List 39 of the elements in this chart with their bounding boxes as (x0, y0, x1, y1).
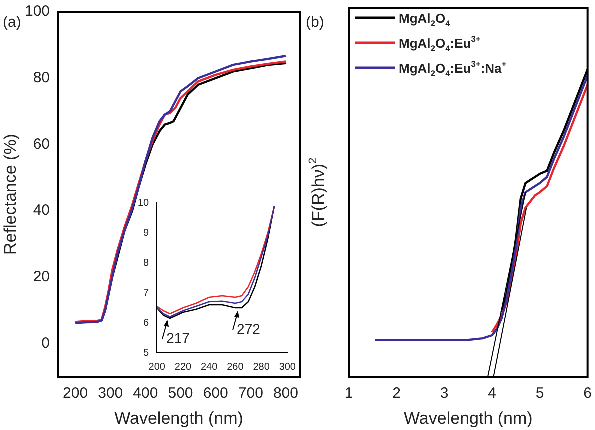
x-tick-label: 2 (392, 385, 401, 402)
x-tick-label: 300 (98, 385, 124, 402)
y-axis-title: Reflectance (%) (1, 134, 20, 255)
x-tick-label: 280 (253, 362, 270, 373)
x-tick-label: 700 (238, 385, 264, 402)
x-tick-label: 600 (203, 385, 228, 402)
y-tick-label: 7 (144, 288, 150, 299)
chart-title: (a) (3, 14, 22, 31)
chart-title: (b) (306, 14, 324, 31)
y-tick-label: 100 (24, 3, 50, 20)
x-tick-label: 3 (440, 385, 449, 402)
x-tick-label: 240 (200, 362, 218, 373)
y-tick-label: 0 (42, 334, 50, 352)
y-tick-label: 60 (33, 136, 50, 153)
annotation: 217 (166, 330, 190, 346)
x-tick-label: 260 (227, 362, 244, 373)
x-tick-label: 220 (174, 362, 192, 373)
x-tick-label: 4 (488, 385, 496, 402)
annotation: 272 (237, 321, 261, 337)
y-axis-title: (F(R)hν)2 (307, 158, 328, 228)
y-tick-label: 5 (144, 348, 150, 359)
x-tick-label: 500 (168, 385, 194, 402)
x-tick-label: 6 (584, 385, 592, 402)
x-tick-label: 1 (344, 385, 354, 402)
x-axis-title: Wavelength (nm) (404, 409, 533, 428)
x-tick-label: 800 (273, 385, 298, 402)
y-tick-label: 20 (33, 268, 50, 286)
x-tick-label: 200 (148, 362, 166, 373)
y-tick-label: 6 (144, 318, 150, 329)
y-tick-label: 10 (138, 198, 150, 209)
x-tick-label: 5 (536, 385, 544, 402)
y-tick-label: 40 (33, 202, 50, 220)
y-tick-label: 9 (144, 228, 150, 239)
y-tick-label: 8 (144, 258, 150, 269)
x-tick-label: 200 (63, 385, 88, 402)
x-tick-label: 400 (133, 385, 158, 402)
x-axis-title: Wavelength (nm) (114, 409, 244, 428)
y-tick-label: 80 (33, 70, 50, 87)
x-tick-label: 300 (279, 362, 296, 373)
